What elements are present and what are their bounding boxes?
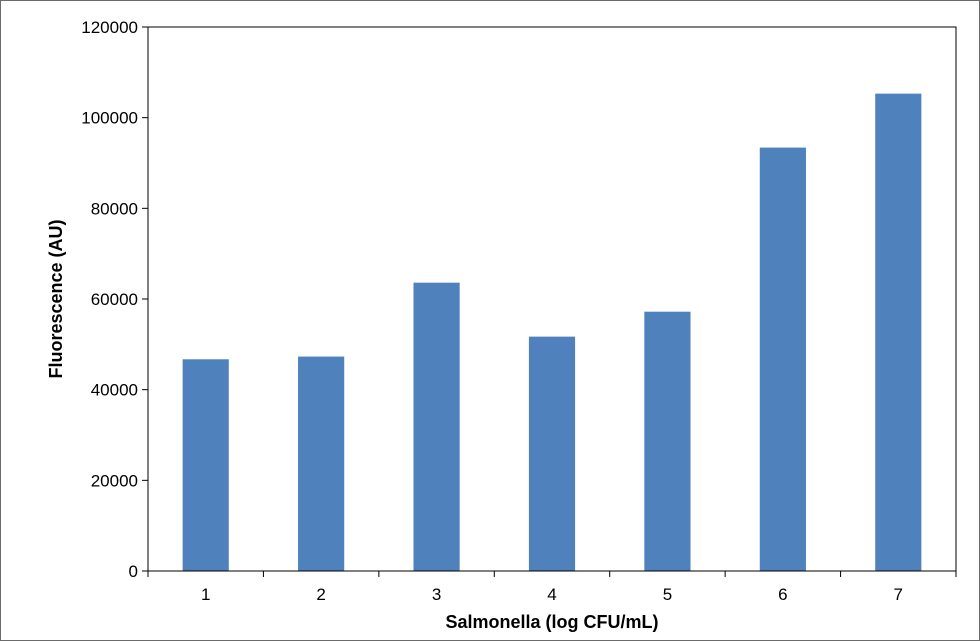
bars (182, 93, 922, 571)
y-tick-label: 0 (129, 562, 138, 581)
y-axis-ticks: 0 20000 40000 60000 80000 100000 120000 (81, 18, 148, 581)
bar (413, 282, 460, 571)
y-tick-label: 100000 (81, 109, 138, 128)
bar (759, 147, 806, 571)
y-axis-title: Fluorescence (AU) (46, 219, 66, 378)
bar (875, 93, 922, 571)
x-tick-label: 4 (547, 585, 556, 604)
y-tick-label: 20000 (91, 471, 138, 490)
plot-area (147, 26, 957, 572)
x-axis-ticks: 1 2 3 4 5 6 7 (147, 571, 957, 604)
y-tick-label: 120000 (81, 18, 138, 37)
y-tick-label: 40000 (91, 381, 138, 400)
y-tick-label: 60000 (91, 290, 138, 309)
bar (528, 336, 576, 571)
bar (298, 356, 345, 571)
x-tick-label: 5 (663, 585, 672, 604)
bar (644, 311, 691, 571)
x-tick-label: 7 (894, 585, 903, 604)
x-axis-title: Salmonella (log CFU/mL) (445, 612, 658, 632)
x-tick-label: 2 (316, 585, 325, 604)
x-tick-label: 3 (432, 585, 441, 604)
x-tick-label: 6 (778, 585, 787, 604)
y-tick-label: 80000 (91, 199, 138, 218)
x-tick-label: 1 (201, 585, 210, 604)
bar (182, 359, 229, 571)
